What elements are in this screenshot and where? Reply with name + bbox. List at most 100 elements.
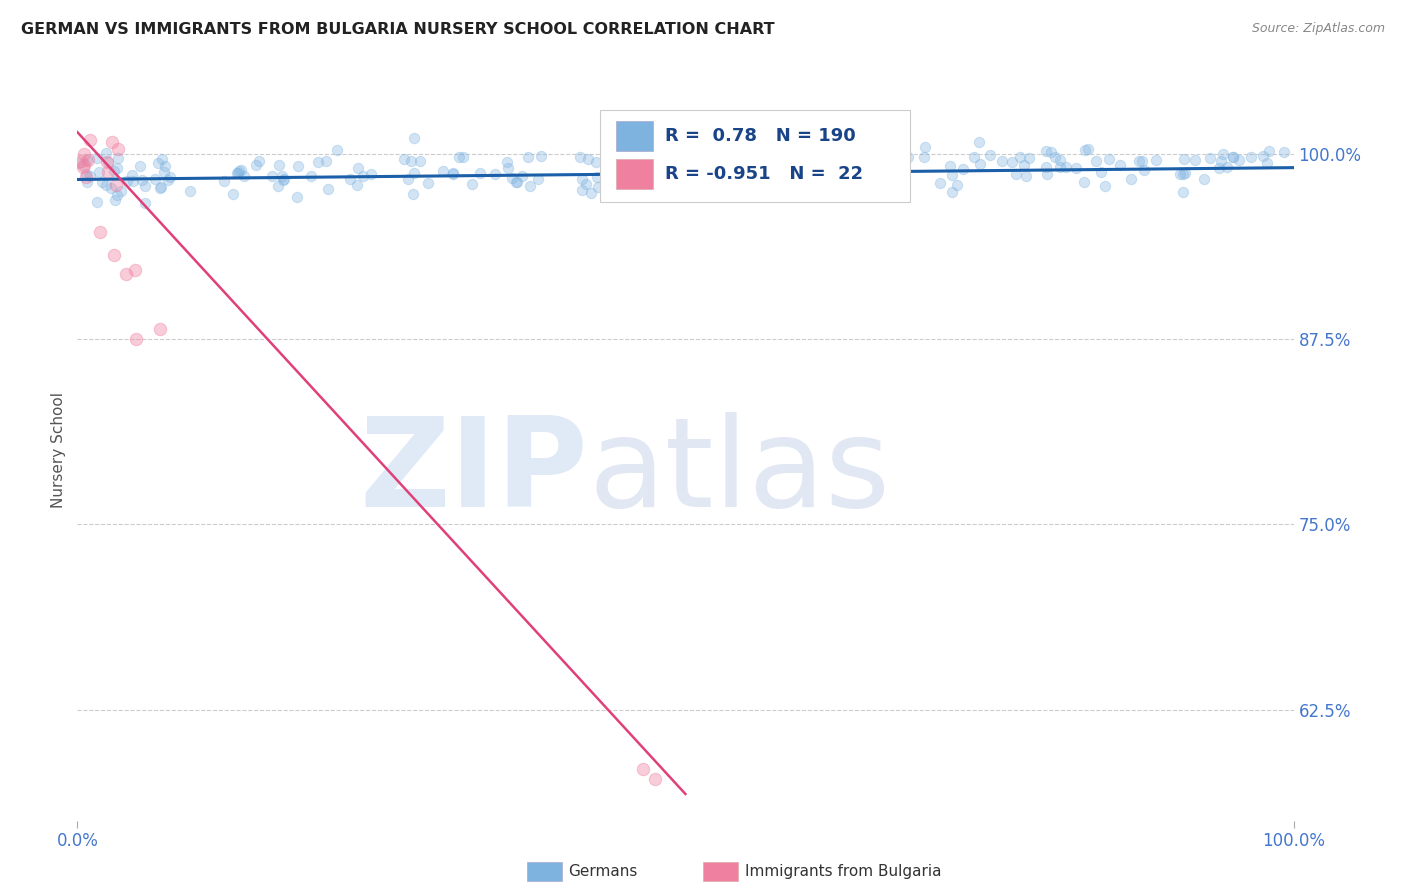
Point	[717, 181, 740, 195]
Point	[912, 151, 935, 165]
Point	[101, 135, 124, 149]
Point	[1012, 158, 1035, 172]
Point	[122, 174, 145, 188]
Point	[530, 149, 553, 163]
Point	[232, 169, 254, 183]
Point	[360, 167, 382, 181]
Point	[735, 156, 758, 170]
Point	[150, 179, 173, 194]
Point	[87, 165, 110, 179]
Point	[703, 162, 725, 177]
Point	[399, 153, 422, 168]
Point	[1168, 167, 1191, 181]
Point	[114, 267, 136, 281]
Point	[225, 166, 247, 180]
Point	[96, 154, 118, 169]
Point	[103, 164, 125, 178]
Point	[868, 174, 890, 188]
Point	[1215, 161, 1237, 175]
Point	[124, 263, 146, 277]
Point	[1198, 152, 1220, 166]
Point	[571, 183, 593, 197]
Point	[97, 165, 120, 179]
Point	[1251, 149, 1274, 163]
Point	[657, 142, 679, 156]
Point	[404, 131, 426, 145]
Point	[1146, 153, 1168, 167]
Point	[645, 185, 668, 199]
Point	[1173, 153, 1195, 167]
Point	[1132, 162, 1154, 177]
Point	[1211, 153, 1233, 168]
Point	[575, 177, 598, 191]
Point	[603, 169, 626, 184]
Point	[1128, 154, 1150, 169]
Point	[914, 140, 936, 154]
FancyBboxPatch shape	[616, 160, 652, 189]
Point	[107, 142, 129, 156]
Point	[1049, 153, 1071, 167]
Point	[647, 154, 669, 169]
Point	[1212, 147, 1234, 161]
Point	[409, 154, 432, 169]
Point	[153, 159, 176, 173]
Point	[510, 169, 533, 184]
Point	[612, 163, 634, 178]
Point	[1077, 142, 1099, 156]
Point	[721, 183, 744, 197]
Point	[461, 177, 484, 191]
Point	[247, 154, 270, 169]
Point	[1094, 179, 1116, 194]
Point	[228, 164, 250, 178]
Point	[579, 186, 602, 200]
Point	[222, 187, 245, 202]
Point	[501, 170, 523, 185]
Point	[599, 166, 621, 180]
Point	[451, 150, 474, 164]
Point	[631, 762, 654, 776]
Point	[245, 158, 267, 172]
Point	[97, 154, 120, 169]
Point	[641, 169, 664, 184]
Point	[941, 169, 963, 183]
Point	[149, 322, 172, 336]
Point	[441, 167, 464, 181]
Point	[787, 174, 810, 188]
Point	[626, 151, 648, 165]
Point	[441, 166, 464, 180]
Point	[991, 153, 1014, 168]
Point	[946, 178, 969, 192]
Point	[1258, 145, 1281, 159]
Point	[273, 172, 295, 186]
Point	[571, 172, 593, 186]
Point	[103, 248, 125, 262]
Point	[75, 170, 97, 185]
Point	[134, 195, 156, 210]
Point	[664, 155, 686, 169]
Point	[1184, 153, 1206, 168]
Point	[969, 157, 991, 171]
Point	[1073, 175, 1095, 189]
Point	[897, 150, 920, 164]
Point	[115, 174, 138, 188]
Point	[69, 154, 91, 169]
Point	[630, 168, 652, 182]
Point	[316, 181, 339, 195]
Point	[1039, 145, 1062, 159]
Point	[1035, 144, 1057, 158]
Point	[704, 161, 727, 176]
Point	[1098, 153, 1121, 167]
Point	[1064, 161, 1087, 175]
Text: R =  0.78   N = 190: R = 0.78 N = 190	[665, 127, 855, 145]
Point	[765, 158, 787, 172]
Point	[1227, 153, 1250, 168]
Point	[806, 153, 828, 168]
Point	[979, 148, 1001, 162]
Point	[1004, 167, 1026, 181]
Point	[110, 184, 132, 198]
Point	[644, 772, 666, 787]
Point	[796, 169, 818, 184]
Point	[262, 169, 284, 183]
Point	[1085, 153, 1108, 168]
Point	[149, 181, 172, 195]
